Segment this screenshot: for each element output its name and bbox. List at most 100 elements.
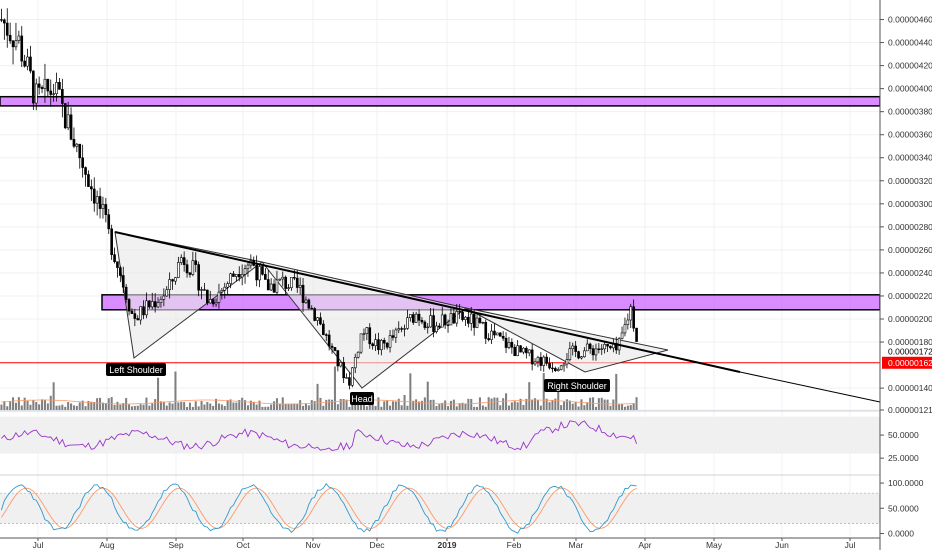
volume-bar [316, 383, 319, 410]
candle [536, 355, 540, 368]
left-shoulder-shape [114, 231, 264, 359]
candle [307, 298, 311, 310]
descending-trendline [114, 231, 741, 373]
candle [504, 332, 508, 354]
volume-layer [0, 366, 638, 410]
candle [11, 39, 15, 65]
volume-bar [38, 404, 41, 410]
volume-bar [470, 398, 473, 410]
volume-bar [29, 404, 32, 410]
head-text: Head [351, 394, 373, 404]
volume-bar [215, 398, 218, 410]
volume-bar [371, 402, 374, 410]
volume-bar [186, 406, 189, 410]
right-shoulder-label: Right Shoulder [544, 379, 610, 392]
candle [116, 261, 119, 278]
volume-bar [267, 406, 270, 410]
volume-bar [563, 401, 566, 410]
volume-bar [302, 405, 305, 410]
time-tick-label: Jun [775, 540, 789, 550]
candle [336, 350, 340, 372]
candle [542, 355, 546, 372]
candle [261, 265, 264, 276]
volume-bar [357, 403, 360, 410]
volume-bar [41, 399, 44, 410]
candle [29, 45, 32, 74]
volume-bar [380, 406, 383, 410]
candle [255, 255, 258, 287]
candle [394, 327, 398, 343]
candle [562, 362, 566, 372]
candle [400, 326, 403, 333]
volume-bar [409, 373, 412, 410]
candle [232, 270, 235, 277]
candle [92, 177, 96, 212]
volume-bar [339, 399, 342, 410]
volume-bar [180, 401, 183, 410]
candle [603, 341, 606, 354]
candle [46, 78, 50, 97]
volume-bar [229, 399, 232, 410]
volume-bar [26, 400, 29, 410]
candle [417, 309, 421, 327]
candle [635, 327, 638, 342]
volume-bar [618, 404, 621, 410]
candle [440, 306, 444, 328]
price-tick-label: 0.00000220 [888, 291, 932, 301]
indicator-tick-label: 100.0000 [888, 478, 924, 488]
volume-bar [496, 397, 499, 410]
candle [559, 364, 563, 371]
volume-bar [84, 406, 87, 410]
right-shoulder-shape [465, 307, 669, 373]
candle [52, 83, 55, 102]
candle [153, 293, 157, 313]
volume-bar [264, 406, 267, 410]
volume-bar [505, 393, 508, 410]
volume-bar [603, 399, 606, 410]
volume-bar [46, 403, 49, 410]
annotation-layer: Left Shoulder Head Right Shoulder [106, 363, 610, 405]
volume-bar [296, 404, 299, 410]
volume-bar [621, 403, 624, 410]
grid-layer [0, 0, 880, 536]
time-tick-label: Aug [99, 540, 114, 550]
candle [449, 308, 453, 326]
volume-bar [6, 406, 9, 410]
volume-bar [70, 403, 73, 410]
candle [353, 353, 357, 374]
candle [316, 317, 319, 326]
volume-bar [148, 405, 151, 410]
rsi-panel [0, 410, 880, 454]
candle [458, 304, 461, 319]
volume-bar [87, 400, 90, 410]
candle [525, 346, 528, 359]
volume-bar [235, 402, 238, 410]
volume-bar [197, 406, 200, 410]
volume-bar [403, 394, 406, 410]
volume-bar [55, 405, 58, 410]
candle [3, 18, 6, 40]
candle [272, 279, 276, 293]
candle [217, 283, 221, 309]
candle [606, 344, 609, 352]
volume-bar [104, 403, 107, 410]
candle [481, 321, 485, 325]
volume-bar [96, 398, 99, 410]
volume-bar [128, 404, 131, 410]
volume-bar [168, 402, 171, 410]
candle [304, 296, 308, 304]
candle [168, 272, 171, 299]
candle [522, 347, 525, 355]
volume-bar [258, 400, 261, 410]
volume-bar [133, 405, 136, 410]
candle [275, 270, 279, 296]
volume-bar [391, 401, 394, 410]
volume-bar [418, 401, 421, 410]
candle [345, 373, 348, 379]
volume-bar [293, 403, 296, 410]
time-tick-label: May [706, 540, 723, 550]
candle [464, 316, 467, 326]
volume-bar [519, 398, 522, 410]
candle [597, 343, 601, 354]
